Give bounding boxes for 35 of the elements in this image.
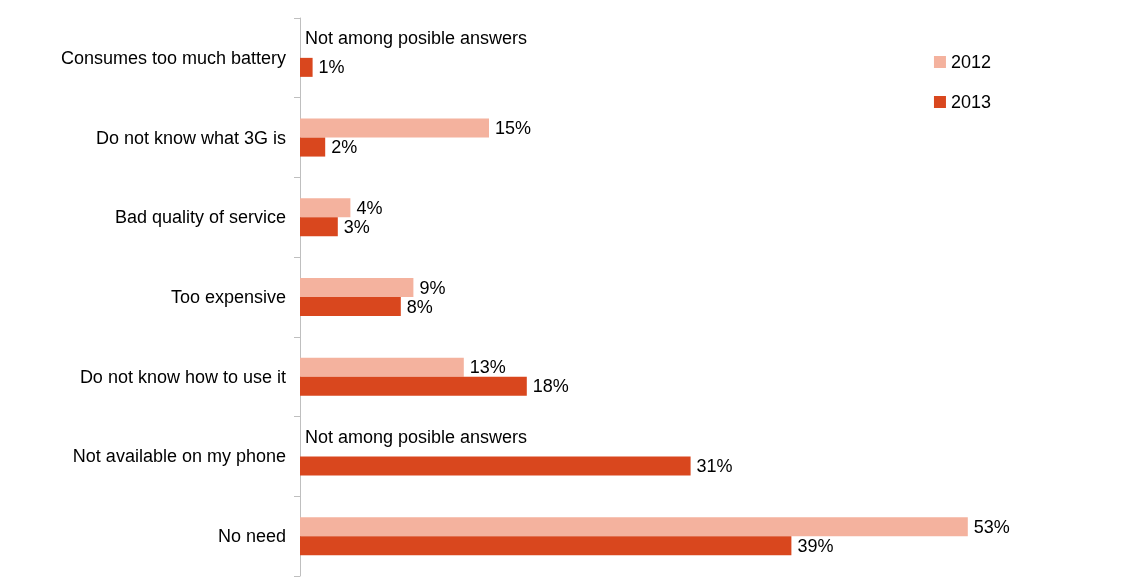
bar	[300, 376, 527, 396]
data-label: 1%	[318, 57, 345, 78]
legend-label: 2013	[950, 92, 991, 112]
data-label: 2%	[331, 137, 358, 158]
y-tick-label: No need	[217, 526, 286, 547]
bar	[300, 536, 792, 556]
data-label: 31%	[696, 455, 733, 476]
data-label: 9%	[419, 277, 446, 298]
bar	[300, 456, 691, 476]
data-label: 15%	[495, 118, 532, 139]
data-label: 18%	[532, 376, 569, 397]
bar	[300, 278, 414, 297]
y-tick-label: Consumes too much battery	[60, 47, 286, 68]
y-tick-label: Do not know how to use it	[79, 366, 286, 387]
y-tick-label: Do not know what 3G is	[95, 127, 286, 148]
data-label: 4%	[356, 197, 383, 218]
y-tick-label: Not available on my phone	[72, 446, 286, 467]
bar	[300, 357, 464, 377]
bar	[300, 517, 968, 537]
data-label: 3%	[343, 216, 370, 237]
data-label: 39%	[797, 535, 834, 556]
bar	[300, 297, 401, 316]
y-tick-label: Bad quality of service	[114, 207, 286, 228]
data-label: 13%	[469, 357, 506, 378]
bar	[300, 217, 338, 237]
bar	[300, 198, 351, 218]
data-label: 8%	[406, 296, 433, 317]
annotation: Not among posible answers	[305, 426, 528, 447]
bar	[300, 137, 326, 157]
annotation: Not among posible answers	[305, 28, 528, 49]
data-label: 53%	[973, 516, 1010, 537]
legend-label: 2012	[950, 52, 991, 72]
bar	[300, 118, 489, 138]
y-tick-label: Too expensive	[170, 287, 286, 307]
bar	[300, 57, 313, 77]
